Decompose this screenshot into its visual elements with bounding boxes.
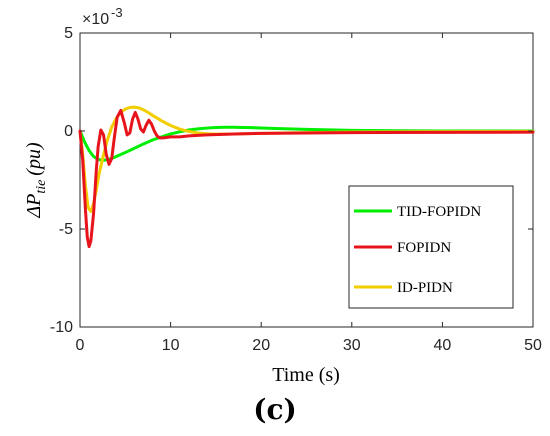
y-tick-label: 0 — [64, 123, 73, 140]
exponent-label: ×10 -3 — [82, 5, 123, 28]
y-axis-label: ΔPtie (pu) — [23, 142, 49, 219]
x-tick-label: 30 — [343, 337, 361, 354]
y-tick-label: -5 — [59, 221, 73, 238]
exponent-power: -3 — [111, 5, 123, 20]
legend-label: ID-PIDN — [397, 280, 453, 296]
y-tick-label: -10 — [50, 319, 73, 336]
panel-label: (c) — [253, 393, 297, 426]
legend-label: FOPIDN — [397, 240, 451, 256]
y-axis-label-main: ΔP — [23, 194, 45, 219]
x-tick-label: 40 — [434, 337, 452, 354]
exponent-base: ×10 — [82, 11, 109, 28]
x-axis-label: Time (s) — [272, 364, 340, 386]
axis-ticks: 0 10 20 30 40 50 -10 -5 0 5 — [50, 25, 542, 354]
legend-label: TID-FOPIDN — [397, 204, 481, 220]
y-axis-label-text: ΔPtie (pu) — [23, 142, 49, 219]
x-tick-label: 10 — [162, 337, 180, 354]
series-line-fopidn — [78, 108, 535, 249]
series-lines — [78, 105, 535, 249]
x-tick-label: 20 — [252, 337, 270, 354]
y-tick-label: 5 — [64, 25, 73, 42]
y-axis-label-unit: (pu) — [23, 142, 45, 176]
legend: TID-FOPIDN FOPIDN ID-PIDN — [348, 185, 514, 309]
x-tick-label: 0 — [76, 337, 85, 354]
x-tick-label: 50 — [524, 337, 542, 354]
y-axis-label-sub: tie — [34, 180, 49, 194]
plot-area: 0 10 20 30 40 50 -10 -5 0 5 — [50, 25, 542, 354]
